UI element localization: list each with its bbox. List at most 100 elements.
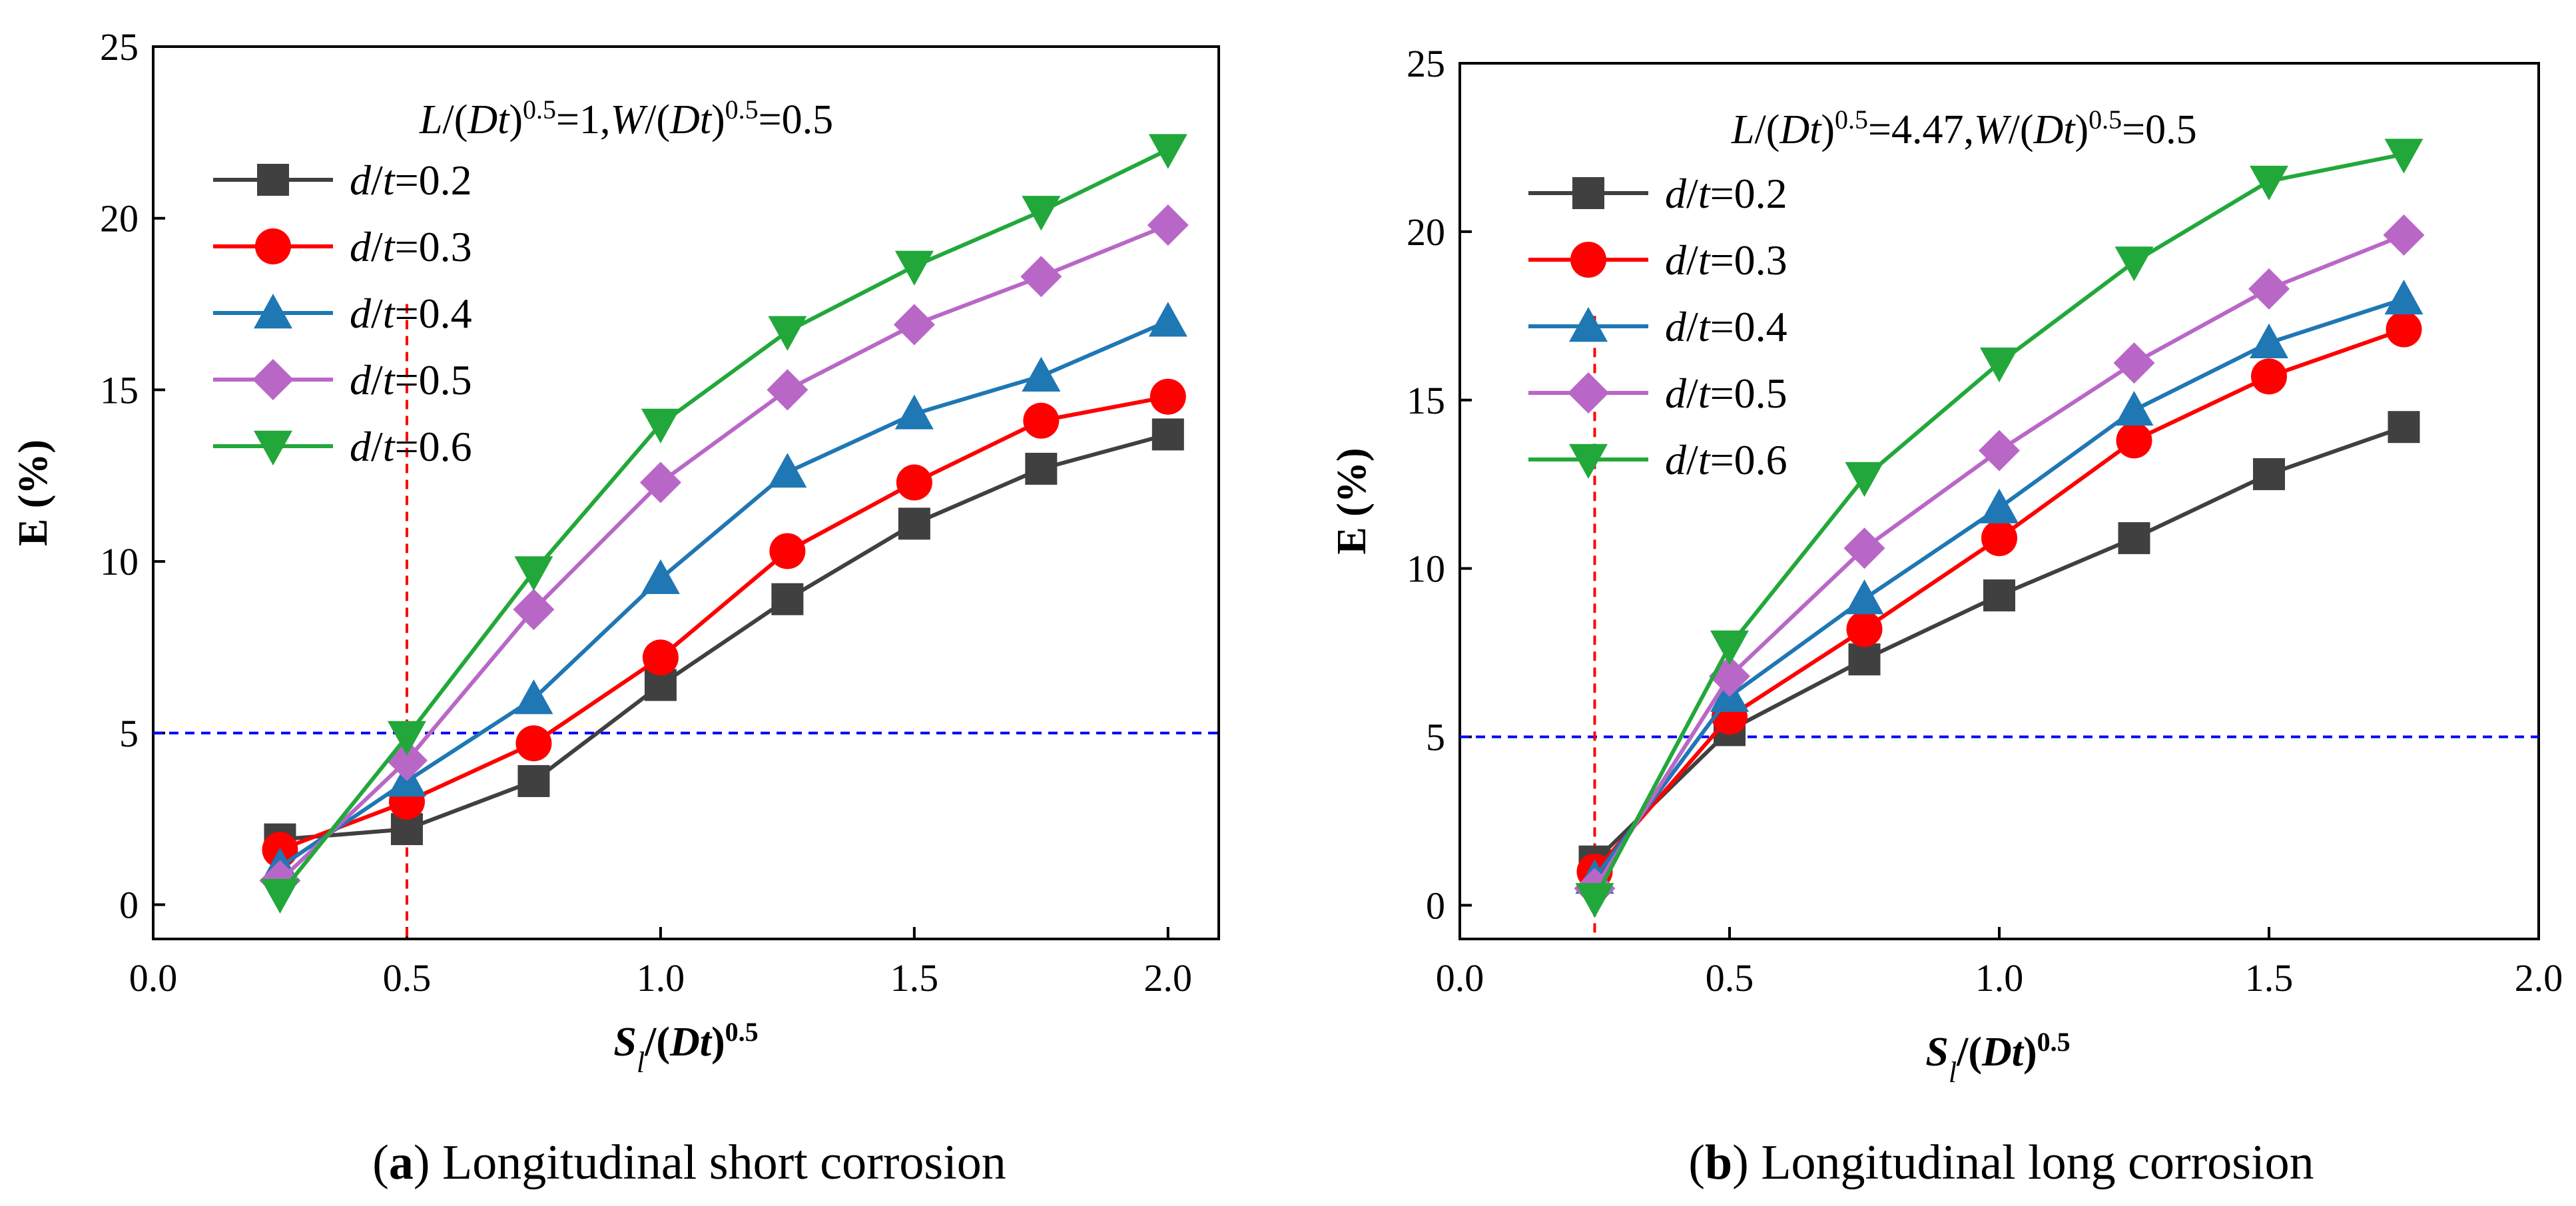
data-point [639,461,681,503]
data-point [768,316,807,351]
data-point [767,369,808,411]
data-point [2114,390,2154,426]
series-line [279,394,1169,852]
series-2 [260,302,1187,882]
data-point [2384,280,2423,315]
chart-panel-b: 0.0 0.5 1.0 1.5 2.00510152025d/t=0.2d/t=0.3d… [1329,42,2563,1190]
data-point [1980,488,2019,523]
data-point [2383,214,2425,256]
data-point [1979,430,2020,471]
data-point [768,453,807,488]
data-point [2250,323,2288,358]
data-point [514,556,553,591]
series-line [278,319,1169,869]
data-point [894,394,934,430]
data-point [2386,311,2422,348]
x-axis-title: Sl/(Dt)0.5 [613,1017,758,1079]
data-point [1983,579,2015,612]
x-tick-label: 1.5 [890,956,939,1000]
legend-marker [1572,177,1604,209]
data-point [2113,342,2155,384]
y-tick-label: 0 [119,883,139,926]
data-point [642,639,679,676]
data-point [2248,268,2290,310]
legend-label: d/t=0.5 [350,356,472,404]
y-tick-label: 5 [1426,716,1445,759]
series-4 [260,134,1187,914]
x-tick-label: 0.0 [1436,956,1484,1000]
data-point [513,589,555,631]
data-point [1845,579,1884,615]
x-tick-label: 1.0 [1975,956,2024,1000]
data-point [517,764,550,797]
data-point [1980,347,2019,383]
x-tick-label: 1.0 [637,956,685,1000]
data-point [1147,204,1189,246]
data-point [1710,630,1749,665]
panel-caption: (b) Longitudinal long corrosion [1688,1135,2314,1190]
data-point [1981,520,2017,557]
series-3 [1574,214,2425,910]
data-point [896,464,932,501]
data-point [893,304,935,346]
data-point [1148,134,1187,169]
data-point [769,533,806,569]
data-point [2116,422,2152,459]
legend-marker [257,164,289,196]
chart-panel-a: 0.0 0.5 1.0 1.5 2.00510152025d/t=0.2d/t=0.3d… [11,25,1220,1190]
data-point [260,878,300,914]
parameter-label: L/(Dt)0.5=1,W/(Dt)0.5=0.5 [419,95,833,143]
data-point [771,583,804,615]
data-point [2250,165,2288,201]
y-tick-label: 25 [1407,42,1445,85]
x-tick-label: 0.5 [383,956,432,1000]
legend-label: d/t=0.4 [1665,303,1787,350]
x-axis-title: Sl/(Dt)0.5 [1925,1027,2070,1089]
legend: d/t=0.2 d/t=0.3 d/t=0.4 d/t=0.5 d/t=0.6 [213,156,472,470]
x-tick-label: 0.5 [1706,956,1754,1000]
data-point [1022,356,1061,392]
series-line [280,432,1169,842]
data-point [641,559,680,595]
y-tick-label: 20 [1407,210,1445,254]
legend-marker [254,430,292,465]
data-point [514,679,553,715]
legend-label: d/t=0.6 [1665,436,1787,483]
data-point [2253,458,2285,491]
data-point [1025,452,1058,485]
y-tick-label: 10 [1407,547,1445,591]
y-tick-label: 20 [100,197,139,240]
data-point [1023,402,1060,439]
panel-caption: (a) Longitudinal short corrosion [372,1135,1006,1190]
data-point [2384,139,2423,174]
data-point [898,507,930,540]
data-point [1846,611,1883,647]
series-line [278,223,1169,882]
x-tick-label: 1.5 [2245,956,2294,1000]
data-point [387,721,426,756]
y-tick-label: 10 [100,540,139,583]
data-point [1148,302,1187,337]
data-point [2118,522,2150,555]
legend-label: d/t=0.3 [1665,236,1787,284]
legend-marker [254,294,292,329]
legend-marker [1569,307,1608,342]
data-point [1020,256,1062,298]
legend-marker [255,228,291,264]
series-line [278,147,1169,896]
y-axis-title: E (%) [1329,448,1375,554]
data-point [2114,246,2154,282]
data-point [1575,883,1614,918]
data-point [1151,418,1184,451]
legend-marker [1568,372,1609,414]
series-4 [1575,139,2423,918]
legend-label: d/t=0.2 [350,156,472,204]
legend: d/t=0.2 d/t=0.3 d/t=0.4 d/t=0.5 d/t=0.6 [1528,170,1787,483]
data-point [641,408,680,444]
x-tick-label: 2.0 [2515,956,2563,1000]
legend-label: d/t=0.5 [1665,370,1787,417]
data-point [894,250,934,286]
legend-marker [1569,444,1608,479]
plot-frame [152,45,1220,940]
